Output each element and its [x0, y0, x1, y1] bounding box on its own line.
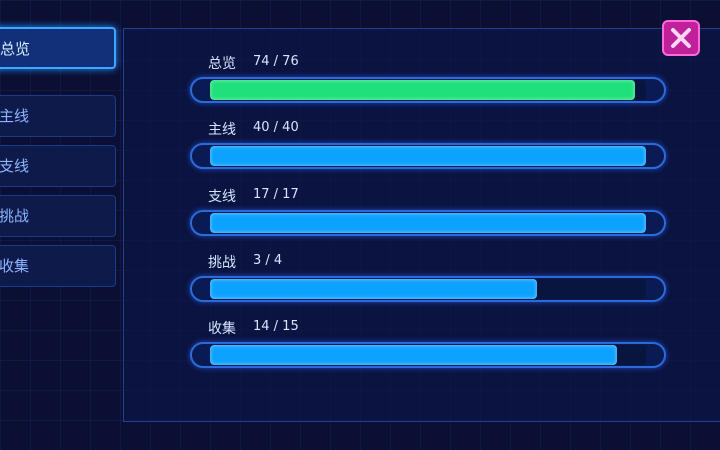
tab[interactable]: 收集 [0, 245, 116, 287]
row-label: 主线 [208, 122, 236, 139]
row-label: 挑战 [208, 254, 236, 271]
bar-track [210, 146, 646, 167]
bar-fill [210, 80, 635, 100]
row-label: 收集 [208, 321, 236, 338]
row-label: 总览 [208, 56, 236, 72]
tab[interactable]: 总览 [0, 27, 116, 69]
row-label: 支线 [208, 188, 236, 205]
bar-track [210, 80, 646, 100]
row-value: 14 / 15 [253, 319, 299, 335]
row-value: 17 / 17 [253, 186, 299, 202]
bar-fill [210, 212, 646, 233]
row-value: 74 / 76 [253, 54, 299, 69]
row-value: 40 / 40 [253, 120, 299, 136]
bar-fill [210, 345, 617, 366]
bar-fill [210, 278, 537, 299]
bar-track [210, 345, 646, 366]
tab[interactable]: 主线 [0, 95, 116, 137]
tab[interactable]: 支线 [0, 145, 116, 187]
bar-track [210, 278, 646, 299]
bar-fill [210, 146, 646, 167]
close-button[interactable] [662, 20, 700, 56]
close-icon [671, 28, 691, 48]
bar-track [210, 212, 646, 233]
row-value: 3 / 4 [253, 252, 283, 268]
tab[interactable]: 挑战 [0, 195, 116, 237]
